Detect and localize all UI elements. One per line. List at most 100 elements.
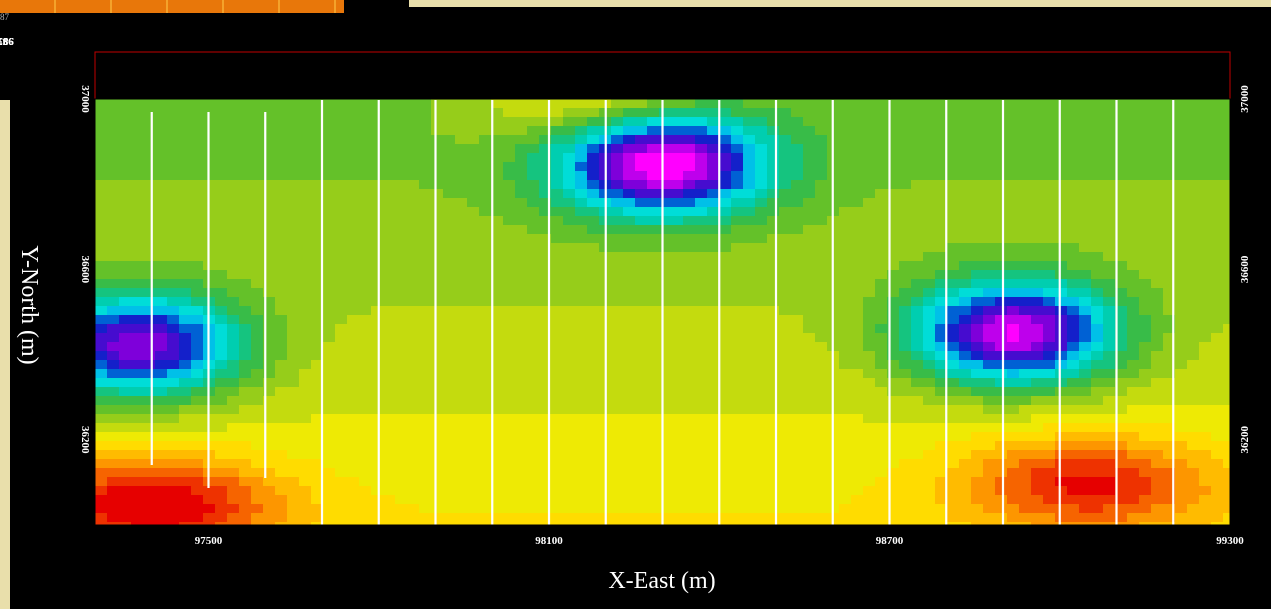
heatmap-cell (851, 369, 864, 379)
heatmap-cell (1007, 513, 1020, 523)
heatmap-cell (251, 459, 264, 469)
heatmap-cell (1115, 270, 1128, 280)
heatmap-cell (575, 297, 588, 307)
heatmap-cell (1139, 495, 1152, 505)
heatmap-cell (971, 297, 984, 307)
heatmap-cell (935, 441, 948, 451)
heatmap-cell (815, 396, 828, 406)
heatmap-cell (779, 504, 792, 514)
heatmap-cell (1211, 243, 1224, 253)
heatmap-cell (1067, 423, 1080, 433)
heatmap-cell (503, 450, 516, 460)
heatmap-cell (227, 171, 240, 181)
heatmap-cell (311, 315, 324, 325)
heatmap-cell (155, 144, 168, 154)
heatmap-cell (1031, 180, 1044, 190)
heatmap-cell (1199, 459, 1212, 469)
heatmap-cell (767, 441, 780, 451)
heatmap-cell (491, 315, 504, 325)
heatmap-cell (587, 234, 600, 244)
heatmap-cell (239, 225, 252, 235)
heatmap-cell (1175, 360, 1188, 370)
heatmap-cell (491, 234, 504, 244)
heatmap-cell (707, 126, 720, 136)
heatmap-cell (1055, 108, 1068, 118)
heatmap-cell (1043, 405, 1056, 415)
heatmap-cell (995, 162, 1008, 172)
heatmap-cell (695, 243, 708, 253)
heatmap-cell (851, 522, 864, 525)
heatmap-cell (143, 351, 156, 361)
heatmap-cell (1115, 360, 1128, 370)
heatmap-cell (575, 243, 588, 253)
heatmap-cell (467, 126, 480, 136)
heatmap-cell (1067, 171, 1080, 181)
heatmap-cell (215, 342, 228, 352)
heatmap-cell (587, 216, 600, 226)
heatmap-cell (335, 405, 348, 415)
heatmap-cell (467, 513, 480, 523)
heatmap-cell (167, 432, 180, 442)
heatmap-cell (191, 234, 204, 244)
heatmap-cell (1031, 360, 1044, 370)
heatmap-cell (947, 306, 960, 316)
heatmap-cell (659, 306, 672, 316)
heatmap-cell (179, 324, 192, 334)
heatmap-cell (299, 270, 312, 280)
heatmap-cell (419, 135, 432, 145)
heatmap-cell (215, 234, 228, 244)
heatmap-cell (575, 324, 588, 334)
heatmap-cell (911, 144, 924, 154)
heatmap-cell (419, 513, 432, 523)
heatmap-cell (515, 315, 528, 325)
heatmap-cell (299, 369, 312, 379)
heatmap-cell (467, 162, 480, 172)
heatmap-cell (911, 306, 924, 316)
heatmap-cell (1007, 441, 1020, 451)
heatmap-cell (323, 252, 336, 262)
heatmap-cell (215, 126, 228, 136)
heatmap-cell (851, 315, 864, 325)
heatmap-cell (911, 432, 924, 442)
heatmap-cell (1091, 468, 1104, 478)
heatmap-cell (335, 459, 348, 469)
heatmap-cell (683, 99, 696, 109)
heatmap-cell (803, 198, 816, 208)
heatmap-cell (839, 297, 852, 307)
heatmap-cell (575, 423, 588, 433)
heatmap-cell (659, 495, 672, 505)
heatmap-cell (323, 495, 336, 505)
heatmap-cell (719, 225, 732, 235)
heatmap-cell (527, 117, 540, 127)
heatmap-cell (503, 225, 516, 235)
heatmap-cell (155, 225, 168, 235)
heatmap-cell (407, 432, 420, 442)
heatmap-cell (959, 162, 972, 172)
heatmap-cell (647, 522, 660, 525)
heatmap-cell (1007, 171, 1020, 181)
heatmap-cell (1175, 351, 1188, 361)
heatmap-cell (515, 270, 528, 280)
heatmap-cell (563, 117, 576, 127)
heatmap-cell (347, 396, 360, 406)
heatmap-cell (947, 207, 960, 217)
heatmap-cell (371, 369, 384, 379)
heatmap-cell (539, 513, 552, 523)
heatmap-cell (395, 513, 408, 523)
heatmap-cell (527, 450, 540, 460)
heatmap-cell (479, 297, 492, 307)
heatmap-cell (179, 342, 192, 352)
heatmap-cell (515, 324, 528, 334)
heatmap-cell (491, 468, 504, 478)
heatmap-cell (275, 450, 288, 460)
heatmap-cell (371, 261, 384, 271)
heatmap-cell (479, 414, 492, 424)
heatmap-cell (959, 504, 972, 514)
heatmap-cell (839, 153, 852, 163)
heatmap-cell (839, 189, 852, 199)
heatmap-cell (1031, 117, 1044, 127)
heatmap-cell (743, 288, 756, 298)
heatmap-cell (647, 216, 660, 226)
heatmap-cell (383, 216, 396, 226)
heatmap-cell (983, 324, 996, 334)
